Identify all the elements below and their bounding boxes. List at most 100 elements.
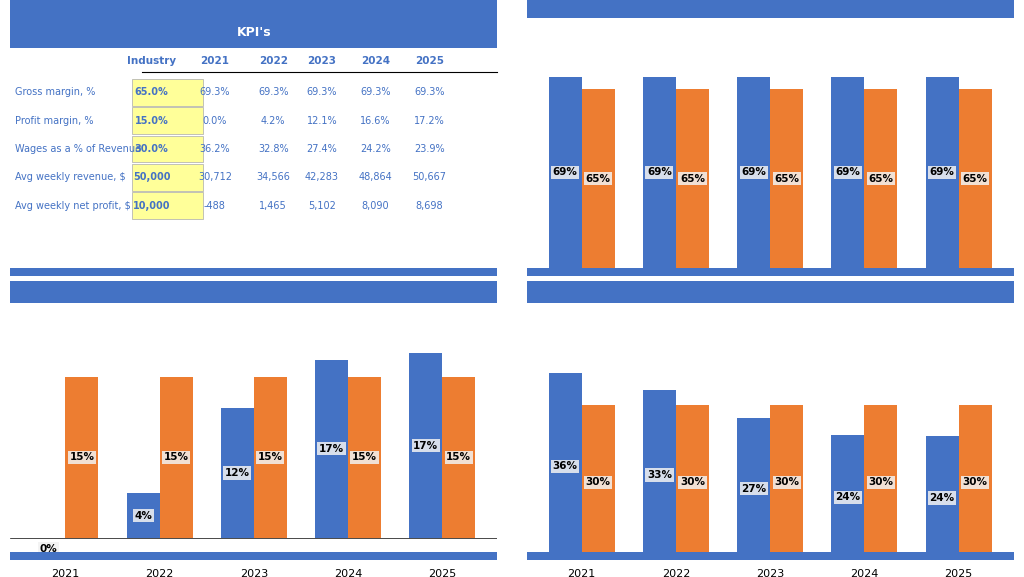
Text: 17%: 17% [319,444,344,454]
Bar [348,377,381,538]
Bar [770,89,803,276]
Bar [770,404,803,560]
Text: 69.3%: 69.3% [200,87,230,97]
Text: 30%: 30% [868,477,893,487]
Text: 69%: 69% [553,167,578,177]
Bar [221,408,254,538]
Text: 69%: 69% [836,167,860,177]
Text: 65%: 65% [963,174,987,183]
Text: 27.4%: 27.4% [306,144,337,154]
Text: 2024: 2024 [361,56,390,66]
FancyBboxPatch shape [132,136,203,163]
FancyBboxPatch shape [132,164,203,191]
Text: 15.0%: 15.0% [134,115,168,126]
Bar [549,77,582,276]
Bar [66,377,98,538]
Text: 69.3%: 69.3% [414,87,444,97]
Bar [643,390,676,560]
Bar [254,377,287,538]
Text: 36.2%: 36.2% [200,144,230,154]
Text: -488: -488 [204,201,225,211]
Text: 30%: 30% [963,477,987,487]
Text: 15%: 15% [258,452,283,462]
Text: 65%: 65% [774,174,799,183]
Text: 30.0%: 30.0% [134,144,168,154]
Text: 8,698: 8,698 [416,201,443,211]
Text: 8,090: 8,090 [361,201,389,211]
Text: 16.6%: 16.6% [360,115,391,126]
Text: 33%: 33% [647,470,672,480]
Text: 24%: 24% [930,493,954,503]
Bar [676,89,709,276]
Text: 2022: 2022 [259,56,288,66]
Text: 15%: 15% [446,452,471,462]
Text: Industry: Industry [127,56,176,66]
Text: 15%: 15% [70,452,94,462]
Text: 30%: 30% [774,477,799,487]
Text: Profit margin, %: Profit margin, % [15,115,93,126]
Text: 10,000: 10,000 [133,201,170,211]
Bar [831,77,864,276]
Text: 30%: 30% [680,477,705,487]
Text: 17%: 17% [414,441,438,451]
Text: 69%: 69% [647,167,672,177]
Text: 32.8%: 32.8% [258,144,289,154]
Bar [864,404,897,560]
Text: 24%: 24% [836,492,860,502]
Text: 36%: 36% [553,461,578,471]
Bar [127,493,160,538]
Bar [958,404,991,560]
Text: 69.3%: 69.3% [258,87,289,97]
Text: 30,712: 30,712 [198,173,231,182]
Bar [926,436,958,560]
Text: 34,566: 34,566 [256,173,290,182]
Text: Avg weekly net profit, $: Avg weekly net profit, $ [15,201,131,211]
Text: KPI's: KPI's [237,27,271,39]
Text: 69.3%: 69.3% [307,87,337,97]
Text: 23.9%: 23.9% [414,144,444,154]
Text: 12.1%: 12.1% [307,115,337,126]
Bar [864,89,897,276]
Text: 15%: 15% [164,452,188,462]
Text: 69%: 69% [741,167,766,177]
Text: 0%: 0% [40,544,57,554]
Bar [410,353,442,538]
Text: 17.2%: 17.2% [414,115,444,126]
Text: 2025: 2025 [415,56,443,66]
Bar [315,359,348,538]
FancyBboxPatch shape [10,17,498,48]
Legend: Gross margin, %, Industry Gross margin, %: Gross margin, %, Industry Gross margin, … [628,0,913,15]
Bar [737,77,770,276]
FancyBboxPatch shape [132,79,203,106]
Text: Avg weekly revenue, $: Avg weekly revenue, $ [15,173,126,182]
Bar [160,377,193,538]
Bar [549,373,582,560]
Text: 12%: 12% [225,468,250,478]
Bar [926,77,958,276]
Bar [831,434,864,560]
Bar [737,418,770,560]
Text: 65%: 65% [680,174,705,183]
Text: 5,102: 5,102 [308,201,336,211]
Text: 15%: 15% [352,452,377,462]
Text: 65%: 65% [586,174,610,183]
Text: 50,000: 50,000 [133,173,170,182]
Bar [582,89,614,276]
Text: 65.0%: 65.0% [134,87,168,97]
Text: 48,864: 48,864 [358,173,392,182]
Text: 27%: 27% [741,484,766,494]
Text: 42,283: 42,283 [305,173,339,182]
Text: 4.2%: 4.2% [261,115,286,126]
Legend: Profit margin, %, Industry Profit margin, %: Profit margin, %, Industry Profit margin… [113,281,394,299]
Text: 69.3%: 69.3% [360,87,391,97]
Bar [676,404,709,560]
FancyBboxPatch shape [132,107,203,134]
Bar [582,404,614,560]
Text: 1,465: 1,465 [259,201,287,211]
Bar [442,377,475,538]
Bar [643,77,676,276]
Text: Gross margin, %: Gross margin, % [15,87,95,97]
Text: 30%: 30% [586,477,610,487]
Legend: Wages as a % of Revenue, Industry Wages as a % of Revenue: Wages as a % of Revenue, Industry Wages … [580,281,961,299]
Text: 69%: 69% [930,167,954,177]
